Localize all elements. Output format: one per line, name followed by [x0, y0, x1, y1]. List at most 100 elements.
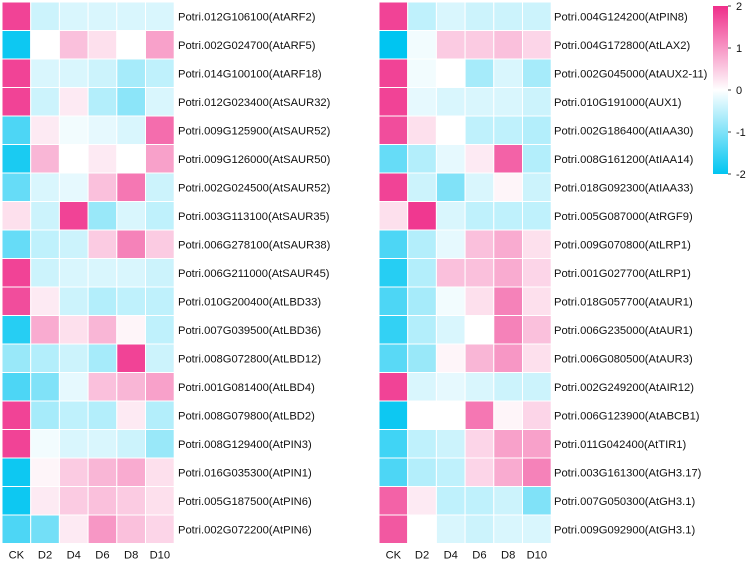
row-label: Potri.006G211000(AtSAUR45): [178, 268, 330, 280]
heatmap-cell: [87, 486, 118, 516]
heatmap-cell: [87, 258, 118, 288]
heatmap-cell: [87, 429, 118, 459]
row-label: Potri.014G100100(AtARF18): [178, 68, 322, 80]
column-label: D10: [527, 550, 548, 562]
heatmap-cell: [378, 400, 409, 430]
heatmap-cell: [407, 315, 437, 345]
heatmap-cell: [407, 58, 437, 88]
heatmap-cell: [87, 514, 118, 544]
heatmap-cell: [87, 315, 118, 345]
heatmap-cell: [145, 286, 175, 316]
heatmap-cell: [145, 30, 175, 60]
heatmap-cell: [435, 229, 466, 259]
heatmap-cell: [378, 457, 409, 487]
heatmap-cell: [116, 514, 147, 544]
heatmap-cell: [30, 429, 60, 459]
row-label: Potri.006G235000(AtAUR1): [554, 325, 693, 337]
color-scale-bar: [713, 6, 728, 174]
heatmap-cell: [522, 286, 552, 316]
row-label: Potri.002G024700(AtARF5): [178, 40, 316, 52]
row-label: Potri.009G070800(AtLRP1): [554, 239, 691, 251]
heatmap-cell: [87, 400, 118, 430]
heatmap-cell: [493, 87, 523, 117]
row-label: Potri.006G278100(AtSAUR38): [178, 239, 331, 251]
heatmap-cell: [464, 229, 495, 259]
row-label: Potri.005G087000(AtRGF9): [554, 211, 693, 223]
heatmap-cell: [435, 201, 466, 231]
heatmap-cell: [58, 286, 89, 316]
heatmap-cell: [464, 486, 495, 516]
heatmap-cell: [493, 400, 523, 430]
heatmap-cell: [116, 201, 147, 231]
column-label: D6: [95, 550, 109, 562]
row-label: Potri.018G057700(AtAUR1): [554, 296, 693, 308]
heatmap-cell: [1, 144, 32, 174]
heatmap-cell: [522, 1, 552, 31]
heatmap-cell: [1, 229, 32, 259]
row-label: Potri.004G124200(AtPIN8): [554, 11, 688, 23]
heatmap-cell: [30, 457, 60, 487]
heatmap-cell: [407, 286, 437, 316]
heatmap-cell: [522, 201, 552, 231]
color-scale-legend: 2 1 0 -1 -2: [713, 1, 746, 181]
heatmap-cell: [464, 400, 495, 430]
heatmap-cell: [493, 429, 523, 459]
heatmap-cell: [493, 286, 523, 316]
heatmap-cell: [1, 514, 32, 544]
row-label: Potri.004G172800(AtLAX2): [554, 40, 690, 52]
heatmap-cell: [1, 486, 32, 516]
heatmap-cell: [30, 286, 60, 316]
heatmap-cell: [407, 87, 437, 117]
heatmap-cell: [435, 486, 466, 516]
heatmap-cell: [145, 229, 175, 259]
heatmap-cell: [464, 372, 495, 402]
heatmap-cell: [407, 429, 437, 459]
heatmap-cell: [522, 315, 552, 345]
heatmap-cell: [116, 343, 147, 373]
row-label: Potri.006G123900(AtABCB1): [554, 410, 700, 422]
heatmap-cell: [435, 315, 466, 345]
heatmap-cell: [378, 115, 409, 145]
heatmap-cell: [522, 400, 552, 430]
heatmap-cell: [145, 457, 175, 487]
heatmap-cell: [464, 343, 495, 373]
heatmap-cell: [407, 486, 437, 516]
heatmap-cell: [116, 58, 147, 88]
row-label: Potri.002G072200(AtPIN6): [178, 524, 312, 536]
heatmap-cell: [30, 58, 60, 88]
heatmap-cell: [87, 343, 118, 373]
heatmap-cell: [58, 30, 89, 60]
heatmap-cell: [435, 58, 466, 88]
heatmap-cell: [435, 457, 466, 487]
heatmap-cell: [116, 372, 147, 402]
heatmap-left: Potri.012G106100(AtARF2) Potri.002G024700…: [1, 1, 331, 562]
heatmap-cell: [464, 429, 495, 459]
heatmap-cell: [1, 30, 32, 60]
column-label: D2: [415, 550, 429, 562]
heatmap-cell: [522, 486, 552, 516]
heatmap-cell: [493, 514, 523, 544]
row-label: Potri.011G042400(AtTIR1): [554, 439, 687, 451]
scale-tick-label: 2: [736, 1, 742, 13]
heatmap-cell: [464, 144, 495, 174]
heatmap-cell: [435, 30, 466, 60]
heatmap-cell: [58, 429, 89, 459]
heatmap-cell: [522, 429, 552, 459]
heatmap-cell: [30, 486, 60, 516]
row-label: Potri.002G249200(AtAIR12): [554, 382, 694, 394]
heatmap-cell: [87, 172, 118, 202]
heatmap-cell: [378, 201, 409, 231]
column-label: D8: [501, 550, 515, 562]
heatmap-cell: [464, 201, 495, 231]
heatmap-cell: [87, 372, 118, 402]
row-label: Potri.007G050300(AtGH3.1): [554, 496, 695, 508]
column-label: D8: [124, 550, 138, 562]
heatmap-cell: [1, 115, 32, 145]
heatmap-cell: [145, 115, 175, 145]
heatmap-cell: [493, 315, 523, 345]
heatmap-cell: [30, 343, 60, 373]
heatmap-cell: [378, 172, 409, 202]
heatmap-cell: [58, 514, 89, 544]
heatmap-cell: [30, 201, 60, 231]
heatmap-cell: [522, 457, 552, 487]
